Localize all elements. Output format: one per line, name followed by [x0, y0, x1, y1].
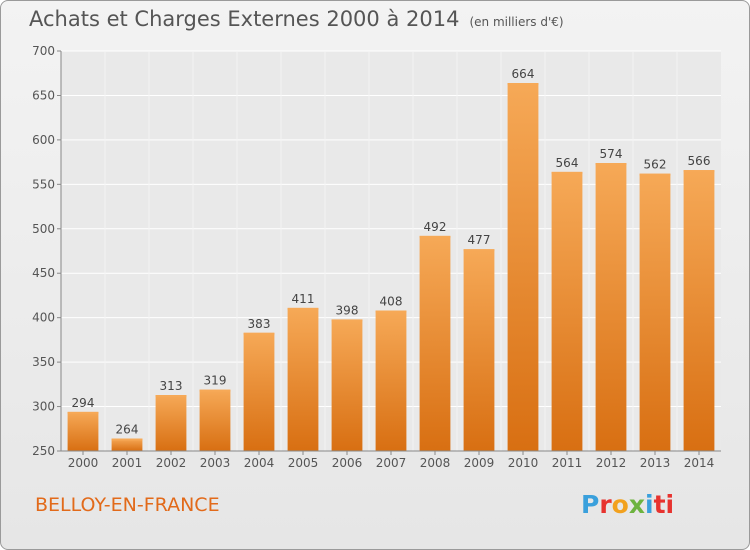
bar [551, 171, 583, 451]
x-tick-label: 2010 [508, 456, 539, 470]
bar [243, 332, 275, 451]
x-tick-label: 2007 [376, 456, 407, 470]
bar-value-label: 264 [116, 423, 139, 437]
logo-letter: i [645, 490, 654, 519]
bar-top-highlight [331, 319, 363, 322]
bar-top-highlight [551, 171, 583, 174]
y-tick-label: 600 [32, 133, 55, 147]
bar-value-label: 566 [688, 154, 711, 168]
bar-top-highlight [507, 83, 539, 85]
bar [331, 319, 363, 451]
bar [155, 395, 187, 451]
bar [111, 438, 143, 451]
bar [639, 173, 671, 451]
bar-value-label: 408 [380, 295, 403, 309]
bar-value-label: 477 [468, 233, 491, 247]
y-tick-label: 400 [32, 311, 55, 325]
y-tick-label: 550 [32, 177, 55, 191]
bar [463, 249, 495, 451]
proxiti-logo[interactable]: Proxiti [581, 490, 674, 519]
town-name: BELLOY-EN-FRANCE [35, 494, 220, 516]
bar-value-label: 492 [424, 220, 447, 234]
x-tick-label: 2014 [684, 456, 715, 470]
x-tick-label: 2012 [596, 456, 627, 470]
x-tick-label: 2002 [156, 456, 187, 470]
bar-value-label: 574 [600, 147, 623, 161]
bar-value-label: 411 [292, 292, 315, 306]
axes: 250 300 350 400 450 500 550 600 650 700 2000 2001 20… [32, 44, 721, 470]
bar-top-highlight [199, 389, 231, 392]
x-tick-label: 2011 [552, 456, 583, 470]
bar-top-highlight [243, 332, 275, 335]
bar [375, 310, 407, 451]
y-tick-label: 650 [32, 88, 55, 102]
bar-value-label: 398 [336, 303, 359, 317]
bars: 294 264 313 319 383 411 398 408 492 477 664 564 574 5… [67, 67, 715, 451]
logo-letter: ti [653, 490, 675, 519]
bar [287, 307, 319, 451]
y-tick-label: 500 [32, 222, 55, 236]
unit-note: (en milliers d'€) [469, 15, 564, 29]
bar [199, 389, 231, 451]
y-tick-label: 300 [32, 400, 55, 414]
bar-value-label: 319 [204, 374, 227, 388]
bar-top-highlight [683, 170, 715, 173]
x-tick-label: 2005 [288, 456, 319, 470]
bar [419, 235, 451, 451]
title-row: Achats et Charges Externes 2000 à 2014 (e… [29, 7, 564, 31]
bar-value-label: 664 [512, 67, 535, 81]
chart-title: Achats et Charges Externes 2000 à 2014 [29, 7, 460, 31]
bar-top-highlight [287, 307, 319, 310]
bar-top-highlight [595, 163, 627, 165]
bar-top-highlight [155, 395, 187, 397]
y-tick-label: 450 [32, 266, 55, 280]
x-tick-label: 2009 [464, 456, 495, 470]
x-tick-label: 2000 [68, 456, 99, 470]
logo-letter: P [581, 490, 600, 519]
y-tick-label: 250 [32, 444, 55, 458]
bar-value-label: 564 [556, 156, 579, 170]
bar [507, 83, 539, 451]
bar [67, 411, 99, 451]
x-tick-label: 2003 [200, 456, 231, 470]
bar-top-highlight [111, 438, 143, 441]
bar-top-highlight [463, 249, 495, 252]
bar-value-label: 313 [160, 379, 183, 393]
logo-letter: r [599, 490, 612, 519]
bar [595, 163, 627, 451]
bar-top-highlight [419, 235, 451, 238]
x-tick-label: 2001 [112, 456, 143, 470]
bar [683, 170, 715, 451]
bar-top-highlight [67, 411, 99, 414]
bar-top-highlight [375, 310, 407, 313]
y-tick-label: 700 [32, 44, 55, 58]
bar-value-label: 562 [644, 158, 667, 172]
bar-value-label: 383 [248, 317, 271, 331]
bar-top-highlight [639, 173, 671, 176]
x-tick-label: 2013 [640, 456, 671, 470]
x-tick-label: 2008 [420, 456, 451, 470]
logo-letter: o [611, 490, 629, 519]
logo-letter: x [628, 490, 645, 519]
y-tick-label: 350 [32, 355, 55, 369]
x-tick-label: 2004 [244, 456, 275, 470]
x-tick-label: 2006 [332, 456, 363, 470]
bar-value-label: 294 [72, 396, 95, 410]
